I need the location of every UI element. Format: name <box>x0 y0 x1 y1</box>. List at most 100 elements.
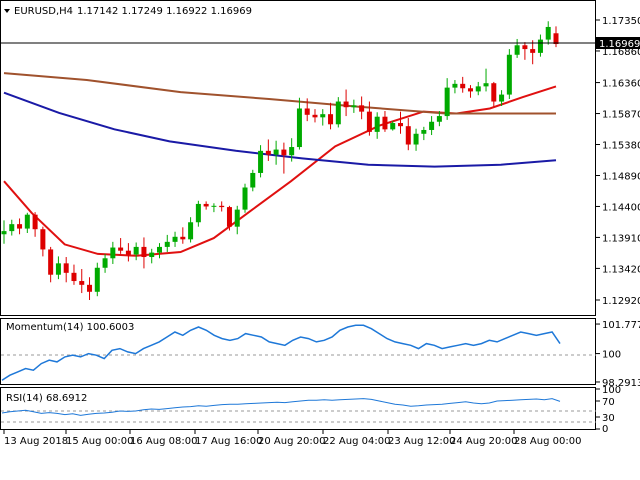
candle-body <box>24 214 30 229</box>
candle-body <box>226 207 232 227</box>
rsi-axis-label: 100 <box>602 385 621 396</box>
price-axis-label: 1.17350 <box>602 16 640 27</box>
candle-body <box>9 224 15 232</box>
candle-body <box>351 105 357 108</box>
candle-body <box>273 149 279 155</box>
candle-body <box>467 88 473 92</box>
symbol-label: EURUSD,H4 <box>14 6 73 17</box>
candle-body <box>452 83 458 88</box>
candle-body <box>71 272 77 282</box>
candle-body <box>374 116 380 132</box>
candle-body <box>405 126 411 145</box>
time-axis-label: 16 Aug 08:00 <box>130 436 197 447</box>
time-axis-label: 23 Aug 12:00 <box>388 436 455 447</box>
candle-body <box>530 49 536 53</box>
candle-body <box>32 214 38 230</box>
time-axis-label: 20 Aug 20:00 <box>258 436 325 447</box>
momentum-axis: 101.7776 100 98.2913 <box>596 320 640 389</box>
candle-body <box>304 108 310 115</box>
candle-body <box>149 252 155 258</box>
moving-average-line <box>3 91 557 168</box>
momentum-label: Momentum(14) 100.6003 <box>6 322 134 333</box>
rsi-axis-label: 70 <box>602 397 615 408</box>
price-axis-label: 1.13910 <box>602 233 640 244</box>
price-axis-label: 1.12920 <box>602 296 640 307</box>
candle-body <box>366 111 372 132</box>
candles <box>1 21 559 300</box>
momentum-axis-label: 98.2913 <box>602 378 640 389</box>
candle-body <box>553 33 559 45</box>
candle-body <box>102 258 108 268</box>
candle-body <box>296 108 302 148</box>
candle-body <box>499 94 505 102</box>
candle-body <box>118 247 124 251</box>
price-axis-label: 1.16360 <box>602 79 640 90</box>
candle-body <box>258 150 264 173</box>
candle-body <box>265 150 271 155</box>
price-axis-label: 1.14890 <box>602 171 640 182</box>
candle-body <box>63 263 69 273</box>
candle-body <box>281 149 287 156</box>
axes <box>596 19 600 301</box>
current-price-label: 1.16969 <box>596 37 640 50</box>
candle-body <box>203 203 209 207</box>
current-price-text: 1.16969 <box>599 39 640 50</box>
candle-body <box>141 246 147 258</box>
candle-body <box>211 205 217 207</box>
time-axis-label: 13 Aug 2018 <box>4 436 68 447</box>
main-panel-frame <box>0 0 596 316</box>
candle-body <box>79 281 85 285</box>
candle-body <box>1 231 7 235</box>
candle-body <box>110 247 116 259</box>
candle-body <box>343 101 349 108</box>
candle-body <box>429 121 435 130</box>
candle-body <box>483 83 489 87</box>
moving-averages <box>3 72 557 257</box>
candle-body <box>320 114 326 118</box>
time-axis-label: 24 Aug 20:00 <box>450 436 517 447</box>
candle-body <box>94 267 100 292</box>
candle-body <box>398 123 404 127</box>
candle-body <box>390 123 396 130</box>
candle-body <box>188 222 194 240</box>
time-axis-label: 17 Aug 16:00 <box>195 436 262 447</box>
ohlc-values: 1.17142 1.17249 1.16922 1.16969 <box>77 6 252 17</box>
momentum-axis-label: 101.7776 <box>602 320 640 331</box>
candle-body <box>87 284 93 292</box>
symbol-header: EURUSD,H4 1.17142 1.17249 1.16922 1.1696… <box>4 6 252 17</box>
momentum-axis-label: 100 <box>602 350 621 361</box>
rsi-axis-label: 0 <box>602 424 608 435</box>
candle-body <box>522 45 528 50</box>
candle-body <box>537 39 543 53</box>
time-axis-label: 22 Aug 04:00 <box>323 436 390 447</box>
candle-body <box>312 114 318 118</box>
candle-body <box>421 129 427 134</box>
candle-body <box>475 86 481 92</box>
momentum-series <box>1 324 561 381</box>
price-axis-label: 1.15380 <box>602 141 640 152</box>
moving-average-line <box>3 85 557 257</box>
time-axis-label: 28 Aug 00:00 <box>514 436 581 447</box>
price-axis-label: 1.16860 <box>602 47 640 58</box>
candle-body <box>55 263 61 275</box>
candle-body <box>506 54 512 95</box>
candle-body <box>164 241 170 247</box>
candle-body <box>234 209 240 227</box>
dropdown-arrow-icon[interactable] <box>4 9 10 13</box>
candle-body <box>413 133 419 145</box>
candle-body <box>514 45 520 55</box>
candle-body <box>219 205 225 208</box>
candle-body <box>460 83 466 89</box>
candle-body <box>359 105 365 112</box>
candle-body <box>172 236 178 242</box>
candle-body <box>545 26 551 40</box>
momentum-panel-frame <box>0 318 596 385</box>
candle-body <box>125 250 131 255</box>
rsi-axis-label: 30 <box>602 413 615 424</box>
candle-body <box>180 236 186 240</box>
candle-body <box>40 229 46 250</box>
candle-body <box>133 246 139 255</box>
